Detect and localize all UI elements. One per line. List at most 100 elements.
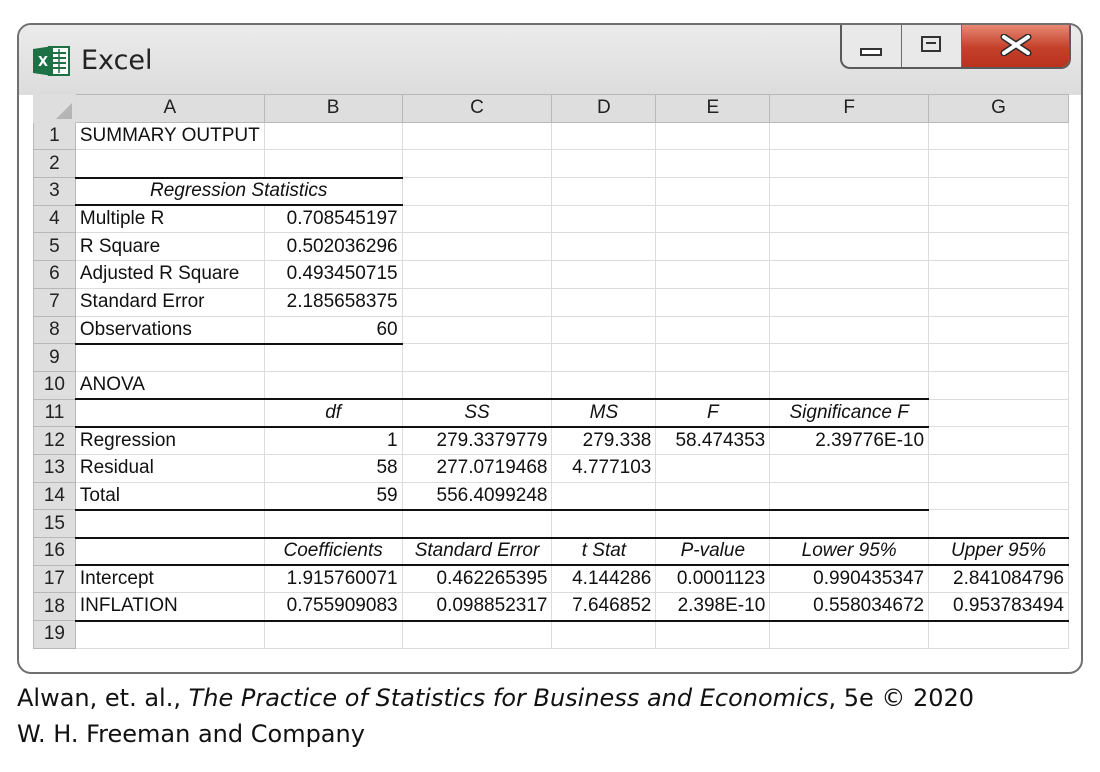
cell[interactable] <box>551 149 657 179</box>
cell[interactable]: 60 <box>263 315 403 345</box>
row-header[interactable]: 7 <box>33 287 76 317</box>
cell[interactable] <box>769 509 930 538</box>
cell[interactable]: Regression Statistics <box>74 176 403 207</box>
row-header[interactable]: 3 <box>33 177 76 206</box>
cell[interactable] <box>655 260 771 289</box>
row-header[interactable]: 16 <box>33 537 76 566</box>
cell[interactable] <box>74 149 265 179</box>
cell[interactable] <box>928 398 1069 428</box>
cell[interactable] <box>74 620 265 649</box>
cell[interactable]: Observations <box>74 315 265 345</box>
close-button[interactable] <box>962 25 1069 67</box>
row-header[interactable]: 1 <box>33 121 76 151</box>
cell[interactable] <box>655 453 771 483</box>
maximize-button[interactable] <box>902 25 962 67</box>
cell[interactable] <box>769 453 930 483</box>
cell[interactable]: 0.462265395 <box>401 564 553 594</box>
cell[interactable]: 58 <box>263 453 403 483</box>
cell[interactable] <box>263 121 403 151</box>
cell[interactable] <box>769 260 930 289</box>
cell[interactable]: 0.755909083 <box>263 592 403 622</box>
cell[interactable] <box>928 177 1069 206</box>
cell[interactable]: Total <box>74 481 265 511</box>
cell[interactable] <box>928 232 1069 262</box>
cell[interactable] <box>263 343 403 372</box>
row-header[interactable]: 11 <box>33 398 76 428</box>
cell[interactable]: Significance F <box>769 398 930 428</box>
row-header[interactable]: 10 <box>33 370 76 400</box>
row-header[interactable]: 17 <box>33 564 76 594</box>
cell[interactable] <box>401 232 553 262</box>
cell[interactable] <box>928 453 1069 483</box>
cell[interactable] <box>551 121 657 151</box>
cell[interactable] <box>551 509 657 538</box>
cell[interactable]: 0.098852317 <box>401 592 553 622</box>
cell[interactable] <box>551 370 657 400</box>
row-header[interactable]: 4 <box>33 204 76 234</box>
cell[interactable] <box>551 287 657 317</box>
cell[interactable] <box>928 315 1069 345</box>
cell[interactable]: 0.502036296 <box>263 232 403 262</box>
cell[interactable] <box>769 149 930 179</box>
cell[interactable]: Standard Error <box>74 287 265 317</box>
cell[interactable] <box>74 343 265 372</box>
cell[interactable] <box>928 620 1069 649</box>
cell[interactable] <box>551 620 657 649</box>
cell[interactable] <box>928 204 1069 234</box>
cell[interactable]: 1 <box>263 426 403 455</box>
cell[interactable] <box>928 343 1069 372</box>
cell[interactable] <box>74 509 265 538</box>
cell[interactable]: t Stat <box>551 536 657 567</box>
cell[interactable] <box>655 481 771 511</box>
cell[interactable] <box>401 121 553 151</box>
cell[interactable]: 556.4099248 <box>401 481 553 511</box>
cell[interactable] <box>928 481 1069 511</box>
cell[interactable]: df <box>263 398 403 428</box>
cell[interactable]: 4.777103 <box>551 453 657 483</box>
cell[interactable] <box>655 343 771 372</box>
cell[interactable]: F <box>655 398 771 428</box>
column-header[interactable]: E <box>655 94 771 123</box>
cell[interactable] <box>263 509 403 538</box>
cell[interactable]: 4.144286 <box>551 564 657 594</box>
cell[interactable]: 59 <box>263 481 403 511</box>
cell[interactable]: Residual <box>74 453 265 483</box>
row-header[interactable]: 15 <box>33 509 76 538</box>
column-header[interactable]: G <box>928 94 1069 123</box>
cell[interactable] <box>769 204 930 234</box>
column-header[interactable]: B <box>263 94 403 123</box>
cell[interactable]: 0.708545197 <box>263 204 403 234</box>
row-header[interactable]: 13 <box>33 453 76 483</box>
cell[interactable] <box>551 315 657 345</box>
cell[interactable] <box>401 177 553 206</box>
row-header[interactable]: 8 <box>33 315 76 345</box>
cell[interactable] <box>551 204 657 234</box>
cell[interactable]: 0.990435347 <box>769 564 930 594</box>
cell[interactable] <box>401 260 553 289</box>
cell[interactable] <box>928 260 1069 289</box>
row-header[interactable]: 6 <box>33 260 76 289</box>
cell[interactable]: 0.0001123 <box>655 564 771 594</box>
cell[interactable] <box>769 177 930 206</box>
cell[interactable] <box>551 343 657 372</box>
cell[interactable]: Coefficients <box>263 536 403 567</box>
minimize-button[interactable] <box>842 25 902 67</box>
cell[interactable] <box>401 287 553 317</box>
cell[interactable] <box>655 370 771 400</box>
cell[interactable] <box>655 315 771 345</box>
cell[interactable]: 279.3379779 <box>401 426 553 455</box>
cell[interactable] <box>551 177 657 206</box>
cell[interactable] <box>928 370 1069 400</box>
cell[interactable] <box>263 620 403 649</box>
column-header[interactable]: A <box>74 94 265 123</box>
row-header[interactable]: 9 <box>33 343 76 372</box>
column-header[interactable]: F <box>769 94 930 123</box>
cell[interactable]: 2.185658375 <box>263 287 403 317</box>
cell[interactable] <box>655 149 771 179</box>
title-bar[interactable]: X Excel <box>19 25 1081 95</box>
row-header[interactable]: 18 <box>33 592 76 622</box>
cell[interactable] <box>401 343 553 372</box>
cell[interactable] <box>769 343 930 372</box>
cell[interactable]: Multiple R <box>74 204 265 234</box>
cell[interactable]: Adjusted R Square <box>74 260 265 289</box>
